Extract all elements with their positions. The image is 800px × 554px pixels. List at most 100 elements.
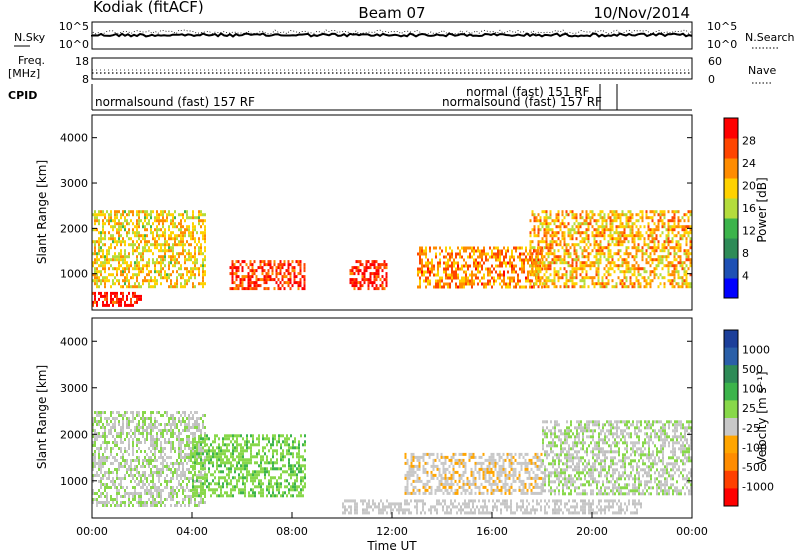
scatter-cell [110, 429, 112, 432]
scatter-cell [180, 414, 182, 417]
scatter-cell [124, 447, 126, 450]
scatter-cell [268, 491, 270, 495]
scatter-cell [298, 446, 300, 450]
scatter-cell [462, 473, 465, 477]
scatter-cell [559, 255, 562, 259]
scatter-cell [611, 225, 614, 229]
scatter-cell [190, 432, 192, 435]
scatter-cell [122, 267, 124, 271]
scatter-cell [635, 213, 638, 217]
scatter-cell [116, 486, 118, 489]
scatter-cell [647, 282, 650, 286]
scatter-cell [134, 243, 136, 247]
scatter-cell [158, 471, 160, 474]
scatter-cell [162, 429, 164, 432]
scatter-cell [168, 468, 170, 471]
scatter-cell [573, 213, 576, 217]
scatter-cell [132, 303, 134, 307]
scatter-cell [256, 485, 258, 489]
scatter-cell [531, 279, 533, 283]
scatter-cell [445, 246, 447, 250]
scatter-cell [545, 285, 548, 289]
scatter-cell [134, 480, 136, 483]
scatter-cell [202, 452, 204, 456]
scatter-cell [466, 476, 469, 480]
scatter-cell [422, 482, 425, 486]
scatter-cell [172, 264, 174, 268]
scatter-cell [140, 234, 142, 238]
scatter-cell [186, 417, 188, 420]
scatter-cell [456, 482, 459, 486]
scatter-cell [498, 476, 501, 480]
scatter-cell [377, 287, 380, 291]
scatter-cell [126, 234, 128, 238]
scatter-cell [122, 456, 124, 459]
scatter-cell [287, 269, 290, 273]
scatter-cell [432, 476, 435, 480]
scatter-cell [102, 294, 104, 298]
scatter-cell [428, 455, 431, 459]
scatter-cell [162, 219, 164, 223]
scatter-cell [460, 452, 463, 456]
scatter-cell [228, 443, 230, 447]
scatter-cell [450, 482, 453, 486]
scatter-cell [134, 432, 136, 435]
scatter-cell [254, 491, 256, 495]
scatter-cell [120, 303, 122, 307]
scatter-cell [174, 462, 176, 465]
scatter-cell [299, 260, 302, 264]
scatter-cell [619, 270, 622, 274]
scatter-cell [665, 237, 668, 241]
scatter-cell [625, 270, 628, 274]
scatter-cell [194, 237, 196, 241]
scatter-cell [222, 485, 224, 489]
scatter-cell [563, 267, 566, 271]
scatter-cell [232, 437, 234, 441]
scatter-cell [259, 284, 262, 288]
scatter-cell [569, 255, 572, 259]
scatter-cell [258, 470, 260, 474]
scatter-cell [605, 219, 608, 223]
scatter-cell [202, 498, 204, 501]
scatter-cell [238, 458, 240, 462]
scatter-cell [247, 275, 250, 279]
scatter-cell [164, 438, 166, 441]
scatter-cell [92, 474, 94, 477]
scatter-cell [124, 240, 126, 244]
scatter-cell [166, 456, 168, 459]
scatter-cell [146, 504, 148, 507]
scatter-cell [106, 441, 108, 444]
scatter-cell [645, 258, 648, 262]
scatter-cell [292, 494, 294, 498]
scatter-cell [92, 303, 94, 307]
scatter-cell [190, 417, 192, 420]
scatter-cell [490, 458, 493, 462]
scatter-cell [142, 465, 144, 468]
scatter-cell [164, 429, 166, 432]
scatter-cell [473, 279, 475, 283]
scatter-cell [490, 452, 493, 456]
scatter-cell [299, 263, 302, 267]
scatter-cell [188, 279, 190, 283]
scatter-cell [160, 489, 162, 492]
scatter-cell [489, 273, 491, 277]
scatter-cell [202, 252, 204, 256]
scatter-cell [208, 437, 210, 441]
scatter-cell [537, 261, 540, 265]
scatter-cell [162, 450, 164, 453]
scatter-cell [152, 501, 154, 504]
scatter-cell [412, 491, 415, 495]
scatter-cell [256, 452, 258, 456]
scatter-cell [597, 273, 600, 277]
scatter-cell [138, 423, 140, 426]
scatter-cell [204, 231, 206, 235]
scatter-cell [569, 270, 572, 274]
scatter-cell [180, 486, 182, 489]
scatter-cell [100, 264, 102, 268]
scatter-cell [188, 270, 190, 274]
scatter-cell [240, 470, 242, 474]
scatter-cell [126, 420, 128, 423]
scatter-cell [511, 249, 513, 253]
scatter-cell [192, 228, 194, 232]
scatter-cell [583, 219, 586, 223]
